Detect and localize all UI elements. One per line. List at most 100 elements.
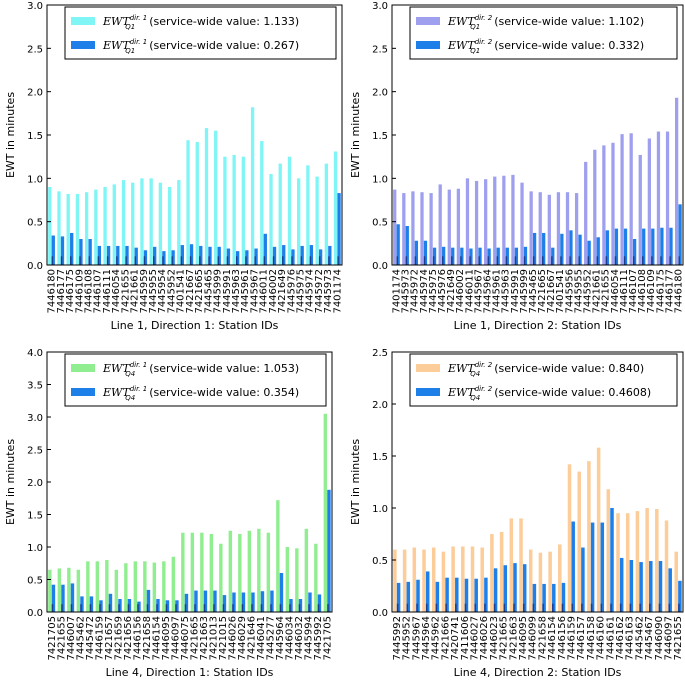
legend-box xyxy=(409,353,678,407)
legend-subscript: Q4 xyxy=(125,370,135,378)
legend-label: EWTdir. 1 Q4 (service-wide value: 1.053) xyxy=(102,361,299,378)
bar xyxy=(451,247,455,265)
bar xyxy=(669,227,673,265)
x-tick-label: 7445967 xyxy=(473,269,484,314)
x-tick-label: 7421663 xyxy=(508,616,519,661)
bar xyxy=(678,603,680,612)
legend-subscript: Q1 xyxy=(125,23,135,31)
x-tick-label: 7421665 xyxy=(537,269,548,314)
x-tick-label: 7446177 xyxy=(664,269,675,314)
bar xyxy=(103,187,107,265)
bar xyxy=(298,604,301,612)
y-tick-label: 1.0 xyxy=(27,174,43,185)
x-tick-label: 7446180 xyxy=(673,269,684,314)
bar xyxy=(308,604,310,612)
bar xyxy=(478,256,480,265)
bar xyxy=(217,256,220,265)
bar xyxy=(213,604,215,612)
bar xyxy=(84,192,89,265)
x-tick-label: 7445955 xyxy=(573,269,584,314)
bar xyxy=(532,232,537,265)
x-tick-label: 7421665 xyxy=(189,616,200,661)
x-tick-label: 7421655 xyxy=(56,616,67,661)
legend-note: (service-wide value: 1.133) xyxy=(149,15,299,28)
legend-swatch xyxy=(416,388,440,396)
bar xyxy=(184,593,189,612)
x-tick-label: 7446041 xyxy=(256,616,267,661)
bar xyxy=(561,582,566,612)
bar xyxy=(203,604,206,612)
x-tick-label: 7445952 xyxy=(583,269,594,314)
y-tick-label: 2.5 xyxy=(372,348,388,359)
bar xyxy=(134,256,137,265)
bar xyxy=(241,604,244,612)
bar xyxy=(228,530,233,612)
x-tick-label: 7446054 xyxy=(111,269,122,314)
x-tick-label: 7421646 xyxy=(246,616,257,661)
bar xyxy=(464,578,469,612)
bar xyxy=(656,131,661,265)
x-tick-label: 7446107 xyxy=(628,269,639,314)
bar xyxy=(623,256,626,265)
bar xyxy=(140,178,144,265)
x-tick-label: 7445961 xyxy=(492,269,503,314)
legend-note: (service-wide value: 1.102) xyxy=(494,15,644,28)
bar xyxy=(116,245,120,265)
bar xyxy=(678,204,682,265)
bar xyxy=(614,256,617,265)
bar xyxy=(114,569,119,612)
bar xyxy=(131,182,135,265)
x-tick-label: 7445974 xyxy=(419,269,430,314)
x-tick-label: 7421667 xyxy=(185,269,196,314)
bar xyxy=(51,256,54,265)
bar xyxy=(189,244,194,265)
x-tick-label: 7421705 xyxy=(322,616,333,661)
x-tick-label: 7446027 xyxy=(469,616,480,661)
bar xyxy=(560,256,562,265)
x-tick-label: 7446107 xyxy=(93,269,104,314)
y-axis-label: EWT in minutes xyxy=(4,92,17,178)
x-tick-label: 7446011 xyxy=(464,269,475,314)
bar xyxy=(180,245,184,265)
bar xyxy=(333,151,338,265)
bar xyxy=(639,562,643,612)
legend-superscript: dir. 2 xyxy=(475,361,493,369)
bar xyxy=(143,561,147,612)
bar xyxy=(285,547,290,612)
x-axis-label: Line 4, Direction 2: Station IDs xyxy=(454,666,622,679)
x-tick-label: 7420741 xyxy=(450,616,461,661)
bar xyxy=(577,471,581,612)
bar xyxy=(106,245,111,265)
bar xyxy=(105,560,109,612)
bar xyxy=(416,603,418,612)
y-tick-label: 2.0 xyxy=(372,88,388,99)
bar xyxy=(80,604,82,612)
bar xyxy=(655,509,659,612)
bar xyxy=(438,184,442,265)
x-tick-label: 7445999 xyxy=(213,269,224,314)
y-axis-label: EWT in minutes xyxy=(349,92,362,178)
bar xyxy=(162,256,164,265)
bar xyxy=(97,256,100,265)
y-tick-label: 0.0 xyxy=(372,261,388,272)
legend-superscript: dir. 1 xyxy=(130,14,148,22)
bar xyxy=(460,247,464,265)
bar xyxy=(61,604,63,612)
bar xyxy=(522,564,527,612)
bar xyxy=(474,603,477,612)
bar xyxy=(668,568,672,612)
legend-name: EWT xyxy=(102,39,131,52)
x-tick-label: 7445465 xyxy=(203,269,214,314)
bar xyxy=(669,256,671,265)
bar xyxy=(217,246,221,265)
bar xyxy=(396,582,401,612)
x-tick-label: 7446023 xyxy=(489,616,500,661)
x-tick-label: 7445972 xyxy=(410,269,421,314)
bar xyxy=(263,256,266,265)
bar xyxy=(304,528,309,612)
bar xyxy=(272,246,277,265)
bar xyxy=(469,248,473,265)
bar xyxy=(51,235,55,265)
bar xyxy=(209,534,214,612)
bar xyxy=(567,464,572,612)
